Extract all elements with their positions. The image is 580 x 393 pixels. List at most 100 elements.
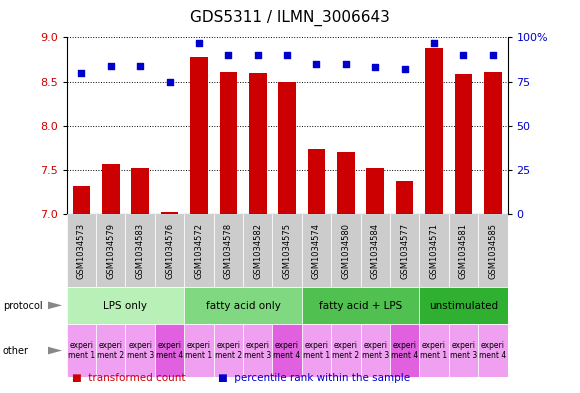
- Bar: [302, 324, 331, 377]
- Text: GSM1034573: GSM1034573: [77, 222, 86, 279]
- Bar: [419, 324, 449, 377]
- Text: experi
ment 4: experi ment 4: [156, 341, 183, 360]
- Text: GSM1034583: GSM1034583: [136, 222, 144, 279]
- Text: unstimulated: unstimulated: [429, 301, 498, 310]
- Bar: [161, 211, 179, 214]
- Point: [253, 52, 262, 58]
- Text: GSM1034574: GSM1034574: [312, 222, 321, 279]
- Bar: [249, 73, 267, 214]
- Point: [224, 52, 233, 58]
- Bar: [367, 168, 384, 214]
- Bar: [155, 214, 184, 287]
- Text: GSM1034582: GSM1034582: [253, 222, 262, 279]
- Text: fatty acid + LPS: fatty acid + LPS: [319, 301, 402, 310]
- Bar: [331, 214, 361, 287]
- Text: experi
ment 1: experi ment 1: [68, 341, 95, 360]
- Text: experi
ment 2: experi ment 2: [97, 341, 124, 360]
- Bar: [396, 182, 414, 214]
- Text: GSM1034571: GSM1034571: [430, 222, 438, 279]
- Polygon shape: [48, 347, 62, 354]
- Text: ■  percentile rank within the sample: ■ percentile rank within the sample: [218, 373, 409, 383]
- Bar: [302, 287, 419, 324]
- Bar: [184, 214, 213, 287]
- Bar: [125, 324, 155, 377]
- Bar: [184, 324, 213, 377]
- Bar: [67, 287, 184, 324]
- Bar: [302, 214, 331, 287]
- Bar: [425, 48, 443, 214]
- Bar: [67, 214, 96, 287]
- Point: [488, 52, 498, 58]
- Text: GDS5311 / ILMN_3006643: GDS5311 / ILMN_3006643: [190, 10, 390, 26]
- Text: experi
ment 4: experi ment 4: [391, 341, 418, 360]
- Bar: [102, 164, 119, 214]
- Text: experi
ment 3: experi ment 3: [126, 341, 154, 360]
- Text: experi
ment 3: experi ment 3: [362, 341, 389, 360]
- Bar: [243, 324, 273, 377]
- Text: GSM1034575: GSM1034575: [282, 222, 292, 279]
- Bar: [213, 324, 243, 377]
- Point: [282, 52, 292, 58]
- Point: [400, 66, 409, 72]
- Bar: [96, 214, 125, 287]
- Bar: [449, 214, 478, 287]
- Bar: [361, 324, 390, 377]
- Bar: [131, 168, 149, 214]
- Bar: [455, 73, 472, 214]
- Bar: [125, 214, 155, 287]
- Text: experi
ment 1: experi ment 1: [186, 341, 212, 360]
- Point: [429, 39, 438, 46]
- Text: experi
ment 4: experi ment 4: [479, 341, 506, 360]
- Point: [194, 39, 204, 46]
- Point: [136, 62, 145, 69]
- Text: other: other: [3, 346, 29, 356]
- Bar: [390, 214, 419, 287]
- Bar: [219, 72, 237, 214]
- Polygon shape: [48, 301, 62, 309]
- Point: [77, 70, 86, 76]
- Bar: [72, 186, 90, 214]
- Bar: [278, 82, 296, 214]
- Text: protocol: protocol: [3, 301, 42, 310]
- Text: GSM1034572: GSM1034572: [194, 222, 204, 279]
- Text: GSM1034584: GSM1034584: [371, 222, 380, 279]
- Bar: [67, 324, 96, 377]
- Bar: [155, 324, 184, 377]
- Bar: [331, 324, 361, 377]
- Bar: [307, 149, 325, 214]
- Bar: [478, 324, 508, 377]
- Bar: [484, 72, 502, 214]
- Text: experi
ment 2: experi ment 2: [215, 341, 242, 360]
- Bar: [96, 324, 125, 377]
- Bar: [213, 214, 243, 287]
- Bar: [190, 57, 208, 214]
- Point: [341, 61, 350, 67]
- Text: experi
ment 2: experi ment 2: [332, 341, 360, 360]
- Bar: [273, 214, 302, 287]
- Bar: [419, 214, 449, 287]
- Bar: [184, 287, 302, 324]
- Text: LPS only: LPS only: [103, 301, 147, 310]
- Text: GSM1034585: GSM1034585: [488, 222, 497, 279]
- Text: GSM1034577: GSM1034577: [400, 222, 409, 279]
- Text: experi
ment 4: experi ment 4: [274, 341, 300, 360]
- Bar: [337, 152, 355, 214]
- Point: [165, 79, 174, 85]
- Bar: [390, 324, 419, 377]
- Point: [106, 62, 115, 69]
- Text: ■  transformed count: ■ transformed count: [72, 373, 186, 383]
- Bar: [361, 214, 390, 287]
- Point: [371, 64, 380, 70]
- Text: GSM1034579: GSM1034579: [106, 222, 115, 279]
- Text: experi
ment 3: experi ment 3: [450, 341, 477, 360]
- Point: [459, 52, 468, 58]
- Text: GSM1034576: GSM1034576: [165, 222, 174, 279]
- Text: GSM1034578: GSM1034578: [224, 222, 233, 279]
- Bar: [273, 324, 302, 377]
- Text: experi
ment 3: experi ment 3: [244, 341, 271, 360]
- Text: fatty acid only: fatty acid only: [205, 301, 281, 310]
- Text: experi
ment 1: experi ment 1: [303, 341, 330, 360]
- Text: experi
ment 1: experi ment 1: [420, 341, 448, 360]
- Text: GSM1034581: GSM1034581: [459, 222, 468, 279]
- Text: GSM1034580: GSM1034580: [342, 222, 350, 279]
